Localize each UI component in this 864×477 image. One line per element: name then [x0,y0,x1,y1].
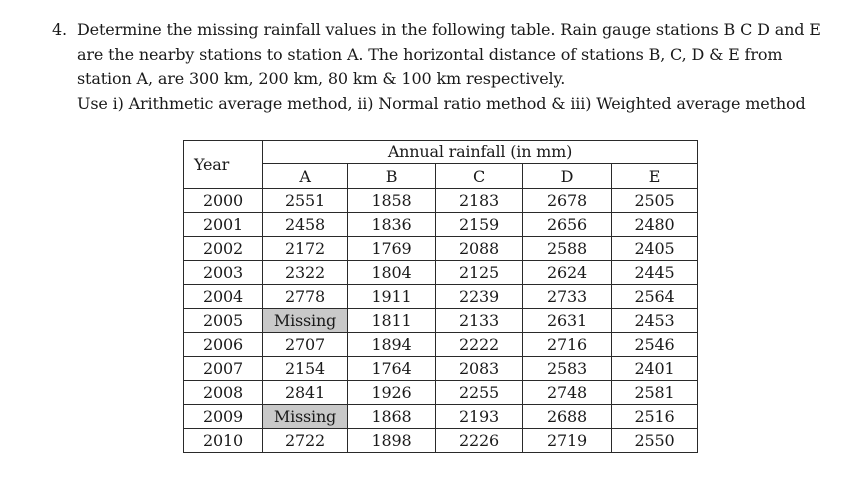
rainfall-cell-e: 2516 [611,404,698,429]
rainfall-cell-c: 2255 [435,380,523,405]
rainfall-cell-e: 2401 [611,356,698,381]
question-line: station A, are 300 km, 200 km, 80 km & 1… [77,69,566,88]
rainfall-cell-a: 2841 [262,380,348,405]
rainfall-cell-c: 2222 [435,332,523,357]
station-header-row: A B C D E [184,163,698,189]
rainfall-cell-d: 2631 [522,308,612,333]
table-row: 2005 Missing 1811 2133 2631 2453 [183,308,698,333]
year-cell: 2001 [183,212,263,237]
station-header-b: B [347,163,436,189]
year-cell: 2002 [183,236,263,261]
rainfall-cell-a: 2778 [262,284,348,309]
table-row: 2002 2172 1769 2088 2588 2405 [183,236,698,261]
rainfall-cell-e: 2564 [611,284,698,309]
table-row: 2007 2154 1764 2083 2583 2401 [183,356,698,381]
rainfall-cell-e: 2445 [611,260,698,285]
rainfall-cell-e: 2546 [611,332,698,357]
table-row: 2008 2841 1926 2255 2748 2581 [183,380,698,405]
question-text: Determine the missing rainfall values in… [77,18,852,116]
table-body: 2000 2551 1858 2183 2678 2505 2001 2458 1836 2159… [183,188,698,453]
rainfall-cell-d: 2656 [522,212,612,237]
rainfall-cell-c: 2125 [435,260,523,285]
rainfall-cell-c: 2193 [435,404,523,429]
rainfall-cell-b: 1764 [347,356,436,381]
rainfall-cell-c: 2133 [435,308,523,333]
table-header-row: Year Annual rainfall (in mm) [183,139,698,189]
rainfall-cell-a: 2172 [262,236,348,261]
rainfall-cell-c: 2239 [435,284,523,309]
rainfall-cell-d: 2624 [522,260,612,285]
station-header-c: C [435,163,523,189]
rainfall-cell-d: 2688 [522,404,612,429]
rainfall-cell-e: 2550 [611,428,698,453]
rainfall-cell-e: 2405 [611,236,698,261]
rainfall-cell-d: 2716 [522,332,612,357]
year-cell: 2008 [183,380,263,405]
year-cell: 2005 [183,308,263,333]
rainfall-cell-b: 1769 [347,236,436,261]
rainfall-table: Year Annual rainfall (in mm) A B C D E 2… [183,139,698,453]
rainfall-cell-d: 2733 [522,284,612,309]
rainfall-cell-a: 2551 [262,188,348,213]
rainfall-cell-a: Missing [262,308,348,333]
rainfall-cell-b: 1858 [347,188,436,213]
table-row: 2009 Missing 1868 2193 2688 2516 [183,404,698,429]
year-column-header: Year [183,140,263,189]
rainfall-cell-a: 2322 [262,260,348,285]
rainfall-cell-a: 2154 [262,356,348,381]
rainfall-cell-b: 1911 [347,284,436,309]
rainfall-cell-d: 2678 [522,188,612,213]
table-row: 2010 2722 1898 2226 2719 2550 [183,428,698,453]
rainfall-cell-c: 2088 [435,236,523,261]
rainfall-cell-e: 2453 [611,308,698,333]
table-row: 2004 2778 1911 2239 2733 2564 [183,284,698,309]
rainfall-cell-c: 2226 [435,428,523,453]
rainfall-cell-c: 2159 [435,212,523,237]
station-header-d: D [522,163,612,189]
table-row: 2000 2551 1858 2183 2678 2505 [183,188,698,213]
year-cell: 2007 [183,356,263,381]
rainfall-cell-d: 2588 [522,236,612,261]
rainfall-cell-b: 1836 [347,212,436,237]
year-cell: 2006 [183,332,263,357]
rainfall-cell-a: Missing [262,404,348,429]
year-cell: 2000 [183,188,263,213]
table-row: 2001 2458 1836 2159 2656 2480 [183,212,698,237]
question-number: 4. [52,20,67,39]
rainfall-cell-b: 1868 [347,404,436,429]
year-cell: 2003 [183,260,263,285]
rainfall-cell-e: 2581 [611,380,698,405]
year-cell: 2009 [183,404,263,429]
question-line: are the nearby stations to station A. Th… [77,44,783,64]
rainfall-cell-d: 2748 [522,380,612,405]
rainfall-cell-b: 1894 [347,332,436,357]
rainfall-cell-b: 1804 [347,260,436,285]
rainfall-cell-d: 2719 [522,428,612,453]
table-row: 2003 2322 1804 2125 2624 2445 [183,260,698,285]
station-header-a: A [262,163,348,189]
rainfall-cell-d: 2583 [522,356,612,381]
rainfall-cell-c: 2183 [435,188,523,213]
rainfall-cell-e: 2480 [611,212,698,237]
rainfall-cell-a: 2458 [262,212,348,237]
rainfall-cell-a: 2707 [262,332,348,357]
rainfall-cell-b: 1898 [347,428,436,453]
rainfall-cell-b: 1926 [347,380,436,405]
rainfall-cell-b: 1811 [347,308,436,333]
rainfall-cell-e: 2505 [611,188,698,213]
rainfall-cell-a: 2722 [262,428,348,453]
question-line: Determine the missing rainfall values in… [77,20,821,39]
rainfall-cell-c: 2083 [435,356,523,381]
station-header-e: E [611,163,698,189]
annual-rainfall-header: Annual rainfall (in mm) [262,139,698,165]
question-block: 4. Determine the missing rainfall values… [52,18,852,116]
year-cell: 2004 [183,284,263,309]
question-line: Use i) Arithmetic average method, ii) No… [77,93,806,113]
table-row: 2006 2707 1894 2222 2716 2546 [183,332,698,357]
year-cell: 2010 [183,428,263,453]
